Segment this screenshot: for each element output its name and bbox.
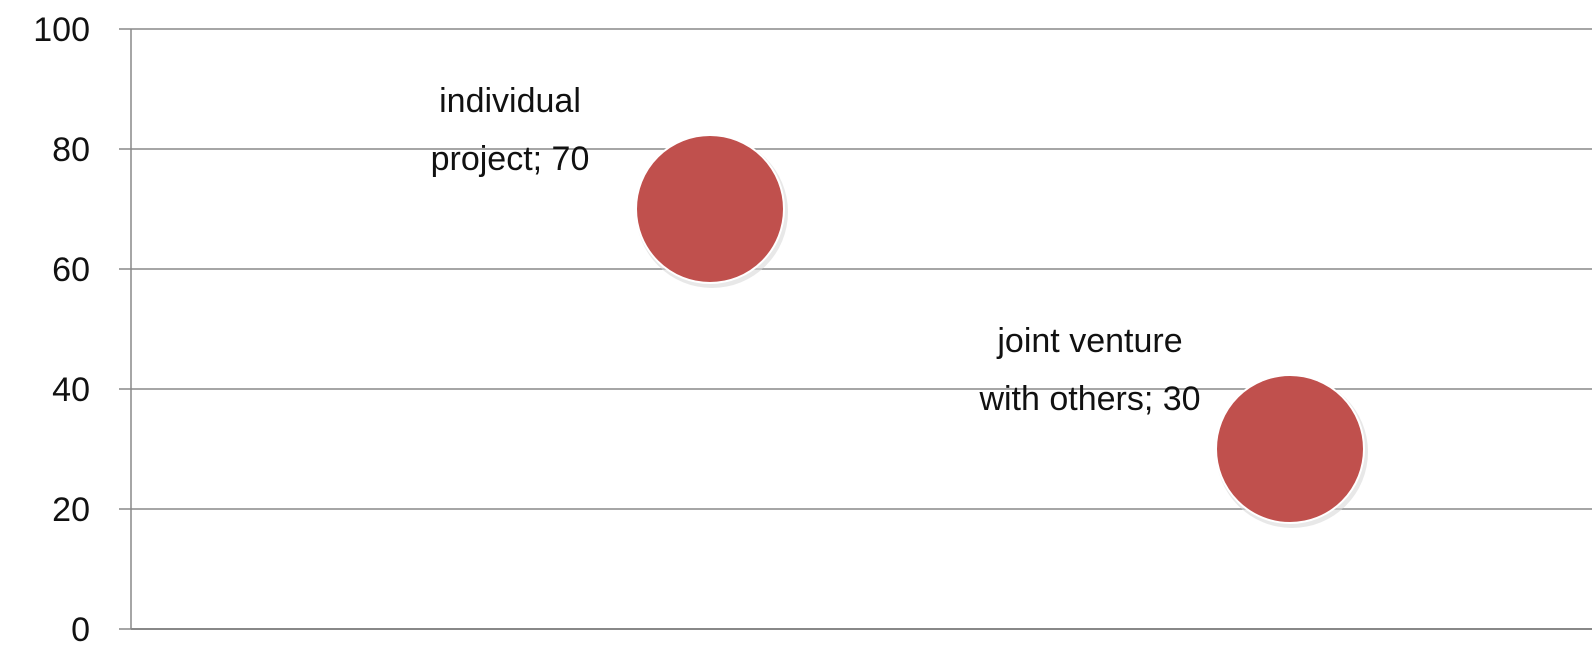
data-points	[635, 134, 1368, 528]
data-label: project; 70	[431, 140, 590, 178]
y-tick-label: 60	[52, 251, 90, 289]
gridlines	[131, 28, 1592, 630]
data-label: joint venture	[996, 322, 1182, 360]
y-tick-label: 0	[71, 611, 90, 649]
data-label: individual	[439, 82, 581, 120]
data-point	[1215, 374, 1365, 524]
y-axis: 0 20 40 60 80 100	[33, 11, 132, 649]
y-tick-label: 40	[52, 371, 90, 409]
y-tick-label: 20	[52, 491, 90, 529]
data-labels: individual project; 70 joint venture with o…	[431, 82, 1201, 418]
y-tick-label: 100	[33, 11, 90, 49]
data-label: with others; 30	[978, 380, 1200, 418]
y-tick-label: 80	[52, 131, 90, 169]
data-point	[635, 134, 785, 284]
